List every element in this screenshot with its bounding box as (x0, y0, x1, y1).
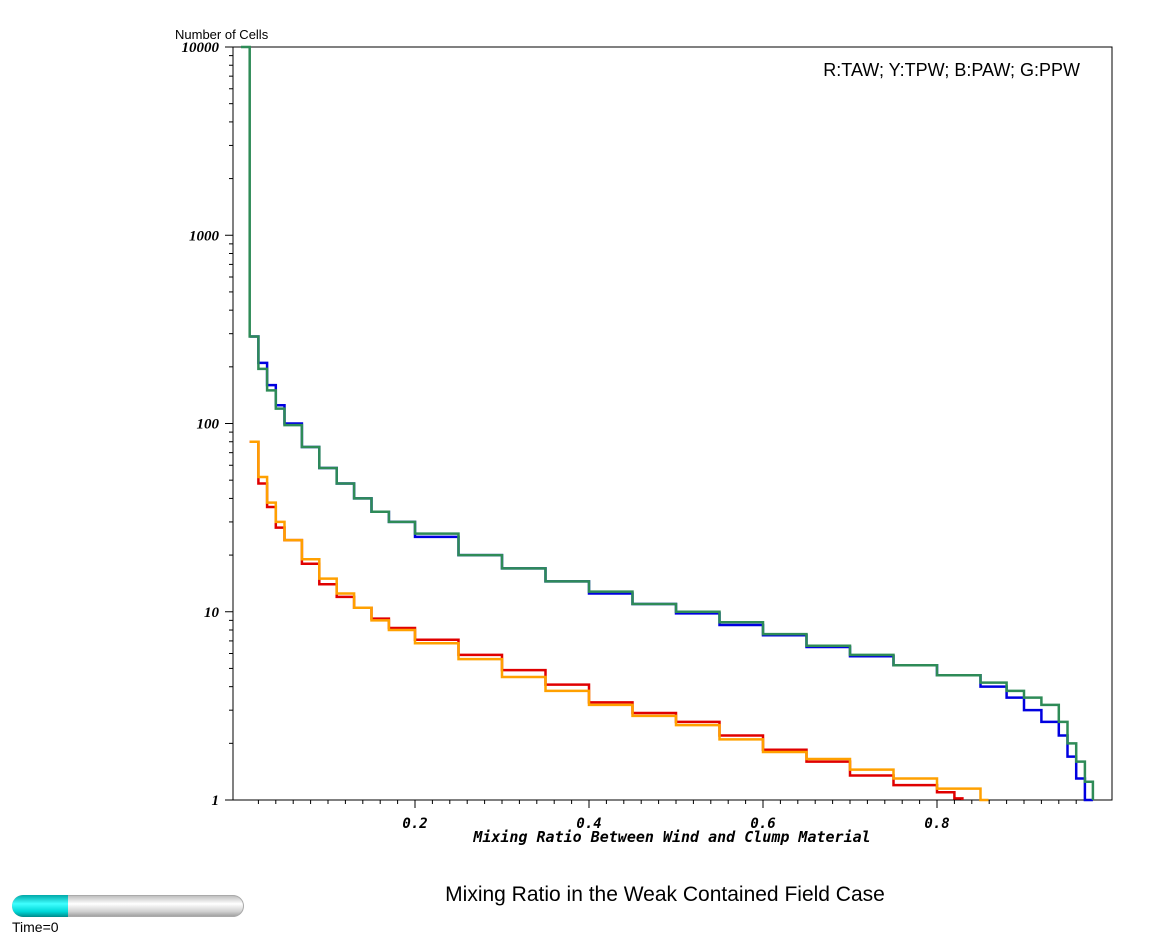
series-rtaw-line (249, 440, 964, 800)
y-axis-label: Number of Cells (175, 27, 269, 42)
x-axis: 0.2 0.4 0.6 0.8 (257, 800, 1077, 832)
y-axis: 1 10 100 1000 10000 (182, 40, 233, 809)
y-tick-label: 100 (197, 417, 220, 433)
series-ytpw-line (249, 440, 989, 802)
y-tick-label: 10000 (182, 40, 220, 56)
x-tick-label: 0.4 (576, 816, 601, 832)
y-tick-label: 10 (204, 605, 220, 621)
series-gppw-line (241, 45, 1095, 800)
y-tick-label: 1000 (189, 228, 220, 244)
series-bpaw-line (249, 335, 1093, 802)
time-slider[interactable] (12, 895, 244, 917)
x-tick-label: 0.2 (402, 816, 427, 832)
y-tick-label: 1 (212, 793, 220, 809)
legend: R:TAW; Y:TPW; B:PAW; G:PPW (823, 60, 1080, 80)
x-axis-label: Mixing Ratio Between Wind and Clump Mate… (472, 828, 870, 846)
histogram-chart: 1 10 100 1000 10000 0.2 0.4 0.6 0.8 Number of C… (175, 27, 1113, 846)
chart-title: Mixing Ratio in the Weak Contained Field… (445, 883, 885, 906)
time-label: Time=0 (12, 919, 59, 935)
series-layer (241, 45, 1095, 802)
x-tick-label: 0.8 (924, 816, 949, 832)
x-tick-label: 0.6 (750, 816, 775, 832)
time-slider-fill[interactable] (12, 895, 68, 917)
